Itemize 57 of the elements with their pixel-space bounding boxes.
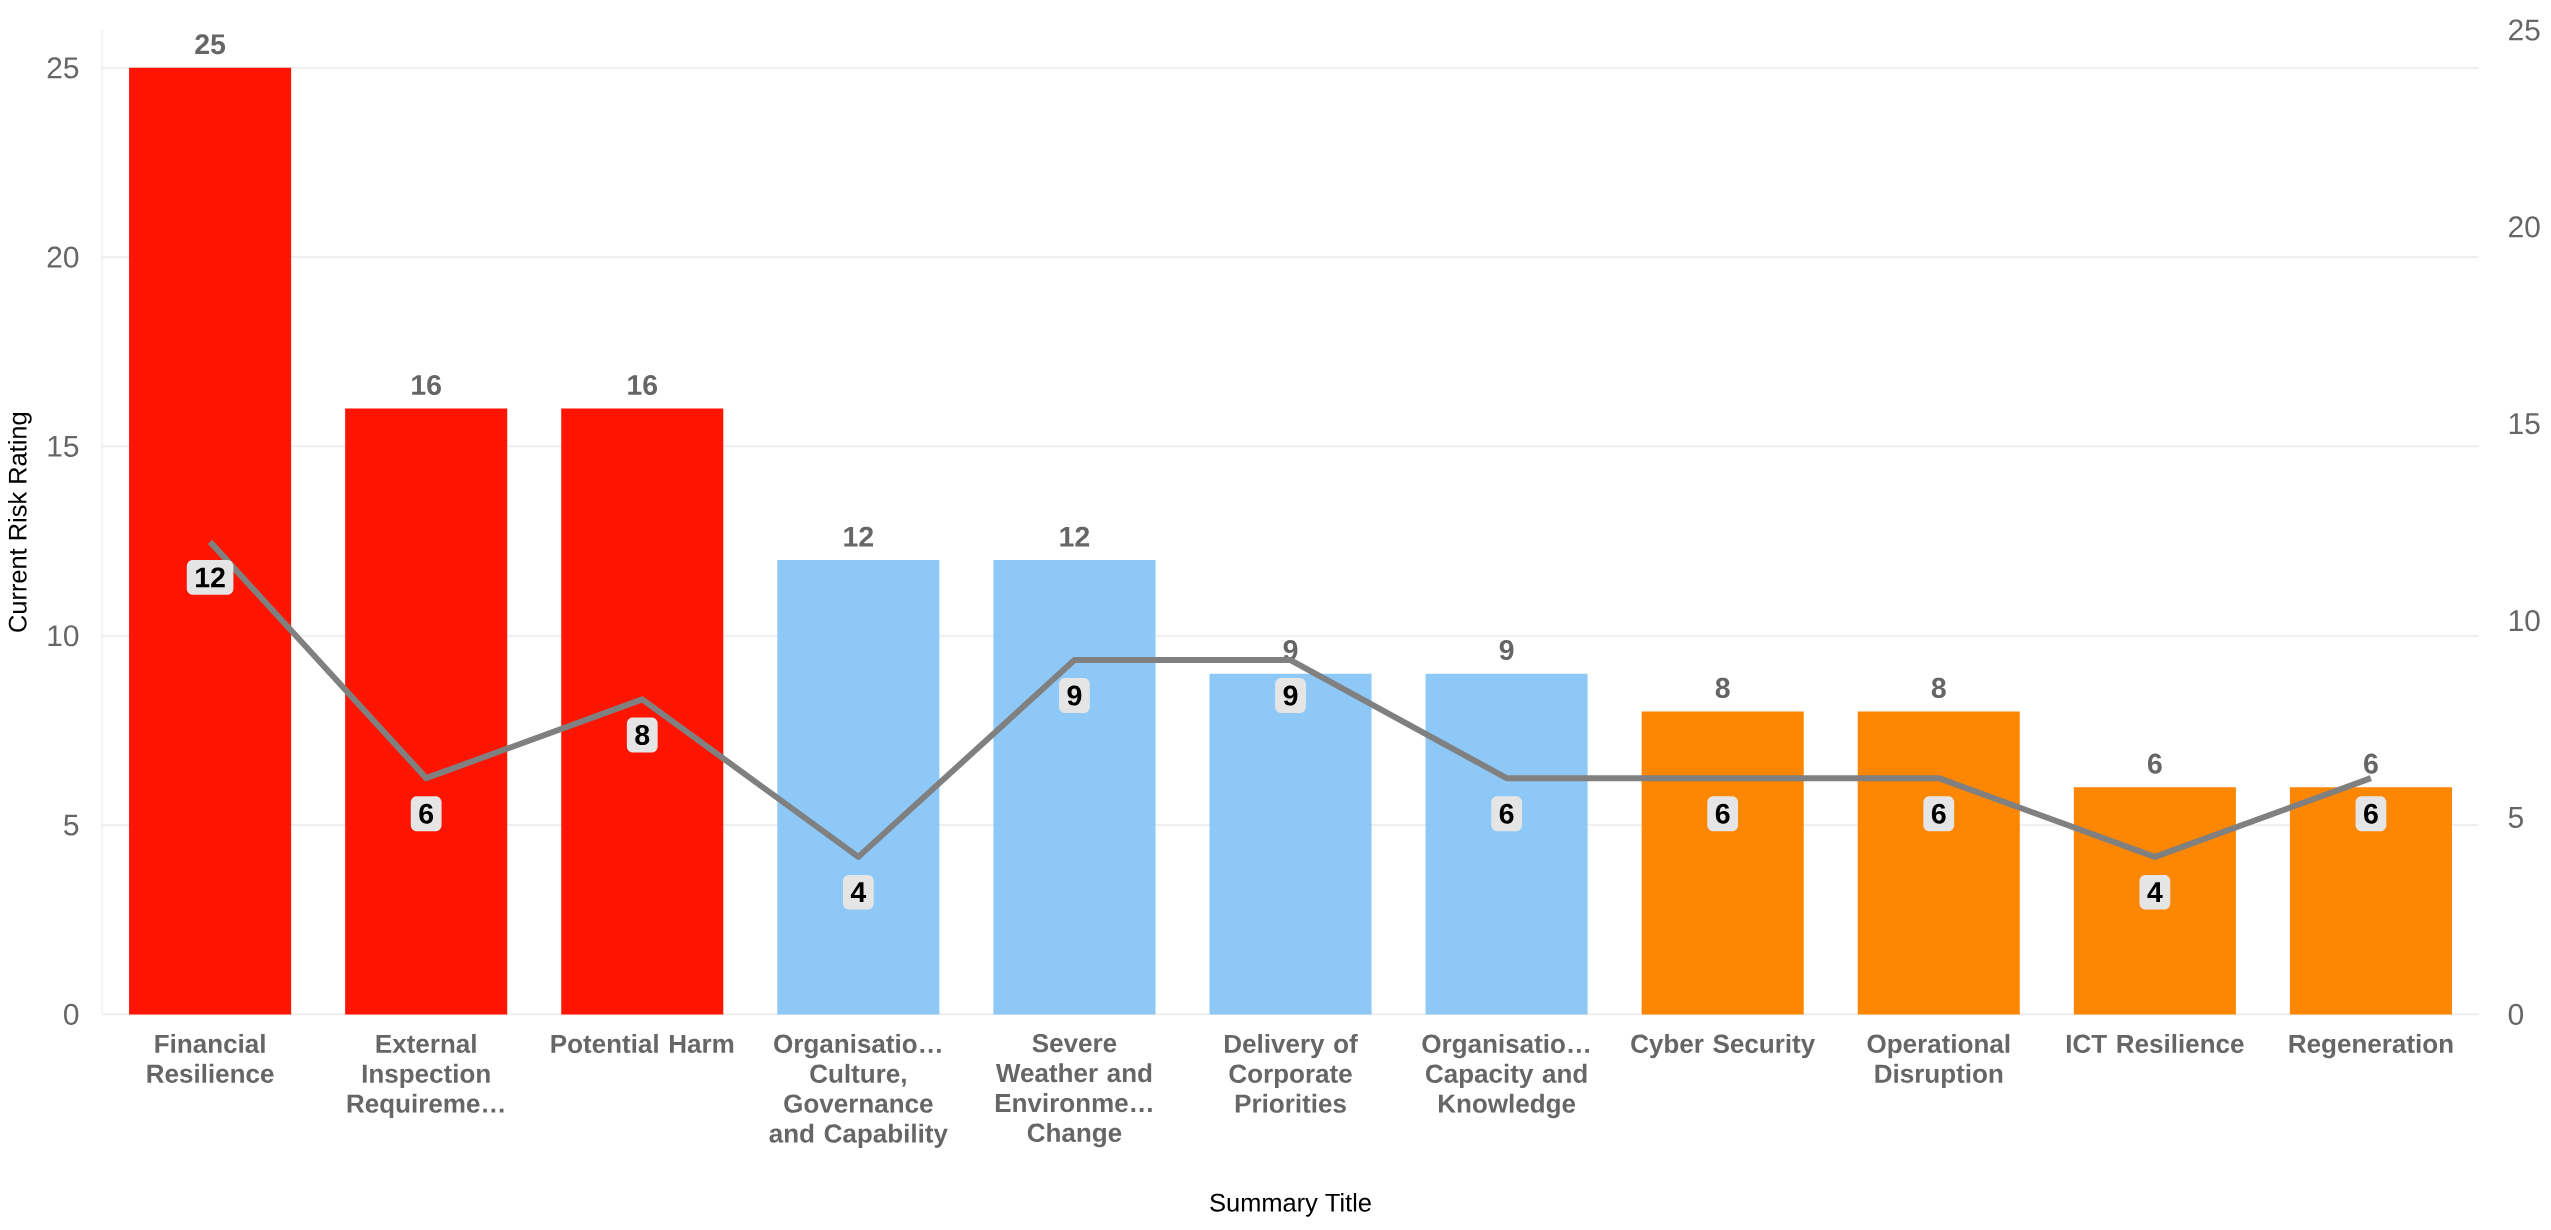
y2-tick-label: 25 [2509, 19, 2540, 41]
y-axis-title: Current Risk Rating [8, 412, 32, 632]
x-tick-label: Financial Resilience [147, 1033, 274, 1083]
x-tick-label: Operational Disruption [1867, 1033, 2010, 1088]
bar [1209, 673, 1372, 1015]
x-axis-title: Summary Title [1210, 1192, 1371, 1217]
data-label: 12 [844, 526, 874, 547]
data-label: 4 [2147, 882, 2163, 902]
bar [2289, 786, 2452, 1015]
x-tick-label: Organisatio… Culture, Governance and Capability [769, 1033, 948, 1148]
data-label: 9 [1067, 685, 1082, 706]
y2-tick-label: 15 [2509, 413, 2540, 434]
y2-tick-label: 20 [2509, 216, 2540, 238]
y2-tick-label: 5 [2508, 806, 2523, 828]
data-label: 12 [196, 567, 225, 587]
y2-tick-label: 10 [2509, 609, 2540, 631]
y-tick-label: 20 [47, 246, 79, 268]
y-tick-label: 25 [47, 57, 79, 79]
data-label: 9 [1283, 685, 1298, 706]
data-label: 8 [1715, 677, 1730, 698]
y2-tick-label: 0 [2508, 1003, 2524, 1025]
x-tick-label: External Inspection Requireme… [347, 1033, 504, 1118]
data-label: 6 [419, 803, 434, 824]
data-label: 9 [1499, 639, 1514, 660]
y-tick-label: 15 [48, 435, 79, 457]
x-tick-label: Cyber Security [1631, 1033, 1816, 1058]
y-tick-label: 0 [64, 1003, 79, 1025]
x-tick-label: Severe Weather and Environme… Change [995, 1033, 1152, 1148]
bar [1857, 711, 2020, 1015]
bar [777, 559, 940, 1015]
x-tick-label: Delivery of Corporate Priorities [1225, 1033, 1358, 1113]
data-label: 8 [635, 724, 650, 745]
bar [1641, 711, 1804, 1015]
data-label: 6 [1715, 803, 1730, 824]
y-tick-label: 10 [48, 624, 79, 647]
x-tick-label: Potential Harm [551, 1033, 734, 1053]
data-label: 16 [412, 374, 441, 395]
bar [2073, 786, 2236, 1015]
bar [1425, 673, 1588, 1015]
bar [993, 559, 1156, 1015]
data-label: 12 [1060, 526, 1090, 547]
data-label: 6 [1931, 803, 1946, 824]
data-label: 8 [1931, 677, 1946, 698]
data-label: 6 [2147, 753, 2162, 774]
bar [129, 67, 292, 1015]
data-label: 6 [2364, 753, 2378, 774]
x-tick-label: Organisatio… Capacity and Knowledge [1422, 1033, 1589, 1118]
x-tick-label: ICT Resilience [2066, 1033, 2244, 1053]
data-label: 6 [2364, 803, 2378, 824]
data-label: 4 [850, 882, 867, 902]
data-label: 25 [195, 33, 226, 55]
bar [561, 408, 724, 1015]
data-label: 6 [1499, 803, 1514, 824]
x-tick-label: Regeneration [2289, 1033, 2453, 1059]
bar [345, 408, 508, 1015]
data-label: 16 [628, 374, 658, 395]
y-tick-label: 5 [64, 814, 79, 836]
